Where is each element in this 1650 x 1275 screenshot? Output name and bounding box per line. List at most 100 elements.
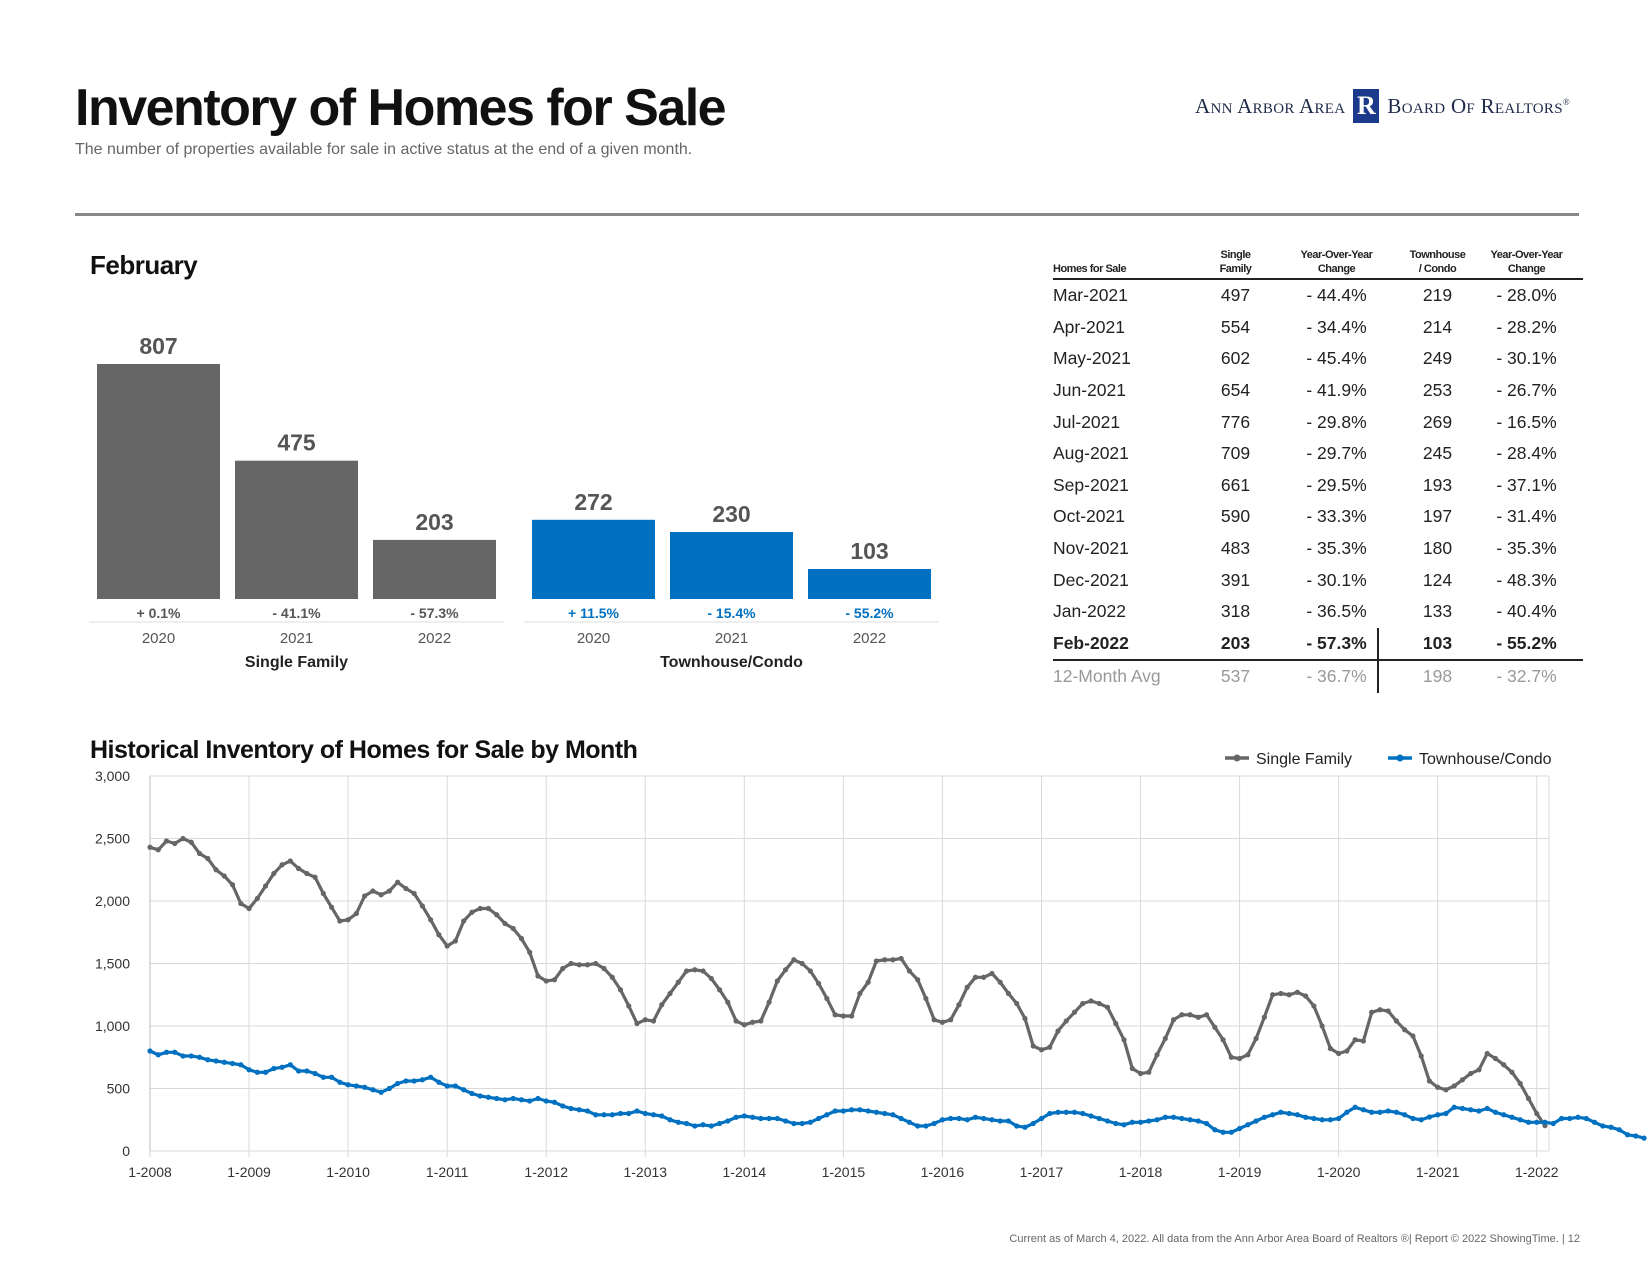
data-point — [576, 962, 582, 968]
table-row: Jan-2022 318 - 36.5% 133 - 40.4% — [1053, 596, 1583, 628]
data-point — [1410, 1033, 1416, 1039]
change-label: + 0.1% — [137, 605, 182, 621]
data-point — [345, 1082, 351, 1088]
data-point — [510, 1095, 516, 1102]
data-point — [1591, 1119, 1598, 1125]
legend-marker — [1396, 754, 1404, 762]
february-bar-chart: 807 + 0.1% 2020 475 - 41.1% 2021 203 - 57.3% 202… — [89, 333, 939, 671]
data-point — [1393, 1018, 1400, 1024]
table-cell: - 28.2% — [1496, 316, 1557, 337]
category-label: 2022 — [418, 630, 451, 647]
category-label: 2021 — [280, 630, 313, 647]
table-cell: 198 — [1422, 666, 1453, 687]
data-point — [1212, 1024, 1218, 1030]
table-cell: - 29.5% — [1306, 474, 1367, 495]
y-tick-label: 0 — [122, 1143, 130, 1159]
data-point — [824, 1112, 830, 1118]
data-point — [1443, 1110, 1449, 1117]
data-point — [543, 1098, 549, 1104]
data-point — [593, 1112, 599, 1118]
series-line — [149, 1049, 1645, 1140]
bar-value-label: 203 — [415, 509, 453, 535]
data-point — [1179, 1115, 1185, 1122]
data-point — [419, 1077, 425, 1083]
data-point — [205, 1057, 211, 1063]
data-point — [1030, 1120, 1036, 1127]
data-point — [461, 1087, 467, 1093]
data-point — [989, 1117, 995, 1123]
change-label: + 11.5% — [568, 605, 620, 621]
data-point — [733, 1114, 739, 1120]
data-point — [1071, 1009, 1078, 1015]
legend-label: Townhouse/Condo — [1419, 751, 1552, 768]
data-point — [502, 920, 508, 927]
table-header-cell: Year-Over-Year Change — [1300, 249, 1373, 275]
data-point — [873, 958, 879, 964]
data-point — [882, 957, 888, 963]
data-point — [477, 1093, 483, 1099]
data-point — [634, 1108, 640, 1114]
data-point — [395, 879, 401, 885]
data-point — [650, 1112, 657, 1118]
data-point — [832, 1012, 838, 1018]
data-point — [1261, 1114, 1267, 1120]
data-point — [1451, 1083, 1457, 1089]
data-point — [1261, 1014, 1267, 1020]
bar-value-label: 103 — [850, 538, 888, 564]
data-point — [1624, 1132, 1631, 1138]
table-cell: - 37.1% — [1496, 474, 1557, 495]
data-point — [1212, 1127, 1218, 1133]
data-point — [1063, 1109, 1069, 1115]
data-point — [626, 1003, 632, 1009]
data-point — [386, 1085, 392, 1092]
data-point — [1319, 1023, 1325, 1029]
historical-line-chart: 0 500 1,000 1,500 2,000 2,500 3,000 1-2008 1-200… — [95, 751, 1647, 1180]
data-point — [906, 1119, 913, 1125]
data-point — [362, 893, 368, 899]
data-point — [576, 1107, 582, 1113]
data-point — [964, 1117, 970, 1123]
data-point — [1418, 1117, 1424, 1123]
data-point — [378, 1089, 384, 1095]
data-point — [452, 938, 459, 944]
data-point — [1319, 1117, 1325, 1123]
data-point — [1228, 1129, 1234, 1135]
data-point — [1369, 1109, 1375, 1115]
x-tick-label: 1-2016 — [921, 1164, 965, 1180]
data-point — [1162, 1035, 1168, 1042]
data-point — [667, 990, 673, 997]
data-point — [675, 1119, 681, 1125]
table-cell: Jul-2021 — [1053, 411, 1121, 432]
data-point — [1410, 1115, 1416, 1122]
data-point — [527, 949, 533, 955]
data-point — [782, 1118, 789, 1124]
data-point — [304, 1068, 310, 1074]
data-point — [601, 1112, 607, 1118]
change-label: - 41.1% — [272, 605, 321, 621]
data-point — [659, 1113, 665, 1119]
data-point — [328, 904, 335, 910]
table-cell: Mar-2021 — [1053, 285, 1128, 306]
data-point — [262, 883, 269, 889]
bar-value-label: 807 — [139, 333, 177, 359]
data-point — [271, 1065, 277, 1072]
data-point — [1377, 1007, 1383, 1013]
data-point — [1294, 1112, 1300, 1118]
data-point — [196, 1054, 203, 1060]
data-point — [791, 1120, 797, 1127]
data-point — [650, 1018, 657, 1024]
x-tick-label: 1-2008 — [128, 1164, 172, 1180]
data-point — [254, 895, 260, 902]
data-point — [147, 844, 153, 850]
data-point — [155, 1052, 161, 1058]
data-point — [1104, 1004, 1111, 1010]
data-point — [428, 917, 434, 923]
bar-value-label: 475 — [277, 430, 316, 456]
data-point — [1080, 1000, 1086, 1007]
table-cell: 391 — [1220, 569, 1251, 590]
bar — [670, 532, 793, 599]
data-point — [1476, 1067, 1482, 1073]
table-cell: 245 — [1422, 443, 1453, 464]
data-point — [320, 1074, 326, 1080]
data-point — [948, 1017, 954, 1023]
